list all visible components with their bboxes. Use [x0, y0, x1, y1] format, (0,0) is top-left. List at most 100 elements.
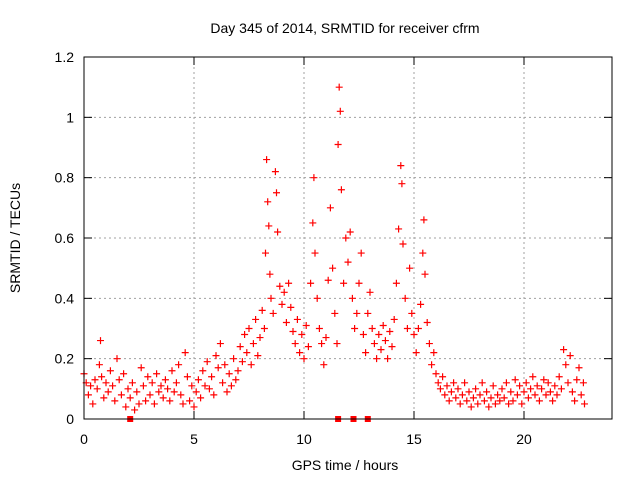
- data-point: [355, 279, 363, 287]
- data-point: [280, 288, 288, 296]
- data-point: [562, 361, 570, 369]
- data-point: [131, 406, 139, 414]
- data-point: [95, 361, 103, 369]
- y-tick-label: 0: [66, 411, 74, 427]
- data-point: [480, 397, 488, 405]
- data-point: [87, 382, 95, 390]
- data-point: [373, 355, 381, 363]
- data-point: [232, 376, 240, 384]
- data-point: [443, 382, 451, 390]
- data-point: [252, 315, 260, 323]
- data-point: [276, 282, 284, 290]
- data-point: [364, 309, 372, 317]
- data-point: [243, 349, 251, 357]
- data-point: [287, 303, 295, 311]
- data-point: [502, 379, 510, 387]
- data-point: [498, 385, 506, 393]
- data-point: [386, 328, 394, 336]
- data-point: [555, 373, 563, 381]
- data-point: [474, 400, 482, 408]
- y-tick-label: 1.2: [55, 49, 75, 65]
- data-point: [398, 180, 406, 188]
- data-point: [159, 394, 167, 402]
- data-point: [100, 394, 108, 402]
- data-point: [395, 225, 403, 233]
- data-point: [208, 373, 216, 381]
- data-point: [89, 400, 97, 408]
- data-point: [258, 306, 266, 314]
- data-point: [168, 367, 176, 375]
- data-point: [434, 379, 442, 387]
- data-point: [568, 388, 576, 396]
- data-point: [310, 174, 318, 182]
- data-point: [494, 391, 502, 399]
- data-point: [264, 198, 272, 206]
- data-point: [309, 219, 317, 227]
- data-point: [344, 258, 352, 266]
- data-point: [271, 168, 279, 176]
- data-point: [210, 391, 218, 399]
- data-point: [461, 379, 469, 387]
- y-tick-label: 0.8: [55, 170, 75, 186]
- data-point: [533, 382, 541, 390]
- data-point: [142, 397, 150, 405]
- data-point: [124, 385, 132, 393]
- data-point: [122, 403, 130, 411]
- data-point: [318, 340, 326, 348]
- data-point: [388, 343, 396, 351]
- data-point: [199, 367, 207, 375]
- data-point: [236, 343, 244, 351]
- data-point: [456, 400, 464, 408]
- y-tick-label: 0.4: [55, 290, 75, 306]
- data-point: [450, 379, 458, 387]
- data-point: [219, 379, 227, 387]
- data-point: [230, 355, 238, 363]
- data-point: [109, 382, 117, 390]
- data-point: [436, 385, 444, 393]
- data-point: [370, 340, 378, 348]
- data-point: [225, 370, 233, 378]
- y-axis-label: SRMTID / TECUs: [7, 183, 23, 293]
- data-point: [84, 391, 92, 399]
- data-point: [194, 376, 202, 384]
- data-point: [262, 249, 269, 257]
- data-point: [175, 361, 183, 369]
- data-point: [190, 403, 198, 411]
- data-point: [425, 340, 433, 348]
- data-point: [234, 367, 242, 375]
- data-point: [98, 373, 106, 381]
- data-point: [205, 385, 213, 393]
- data-point: [408, 309, 416, 317]
- data-point: [478, 379, 486, 387]
- data-point: [551, 382, 559, 390]
- data-point: [139, 382, 147, 390]
- data-point: [104, 388, 112, 396]
- data-point: [91, 376, 99, 384]
- data-point: [245, 325, 253, 332]
- data-points: [80, 83, 588, 422]
- data-point: [348, 294, 356, 302]
- data-point: [379, 321, 387, 329]
- data-point: [454, 385, 462, 393]
- data-point: [524, 394, 532, 402]
- data-point: [412, 349, 420, 357]
- data-point: [513, 391, 521, 399]
- data-point: [126, 394, 134, 402]
- data-point: [150, 400, 158, 408]
- data-point: [302, 321, 310, 329]
- data-point: [419, 249, 427, 257]
- data-point: [467, 403, 475, 411]
- data-point: [346, 228, 354, 236]
- data-point: [188, 382, 196, 390]
- data-point: [487, 394, 495, 402]
- data-point: [417, 300, 425, 308]
- data-point: [469, 394, 477, 402]
- data-point: [507, 388, 515, 396]
- data-point: [273, 189, 280, 197]
- data-point: [133, 388, 141, 396]
- data-point: [553, 391, 561, 399]
- data-point: [518, 400, 526, 408]
- data-point: [366, 288, 374, 296]
- data-point: [278, 300, 286, 308]
- data-point: [170, 388, 178, 396]
